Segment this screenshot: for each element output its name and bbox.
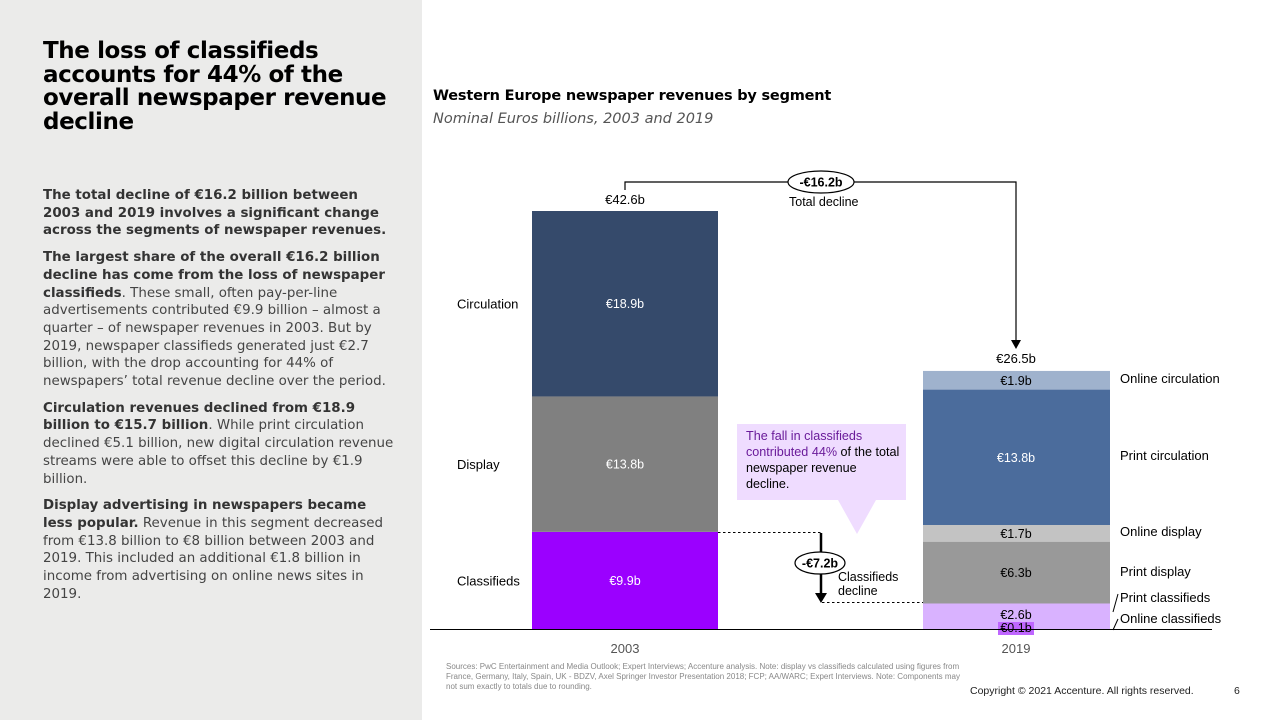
classifieds-decline-label-line: Classifieds [838, 570, 898, 584]
callout-box [737, 424, 906, 534]
paragraph-text: Revenue in this segment decreased from €… [43, 515, 384, 602]
callout-text: The fall in classifieds contributed 44% … [746, 428, 901, 492]
bar-2003-circulation [532, 211, 718, 397]
segment-label-online-display: Online display [1120, 524, 1202, 539]
value-label-2003-circulation: €18.9b [606, 297, 644, 311]
total-label-2003: €42.6b [605, 192, 645, 207]
leader-print-classifieds [1112, 593, 1119, 613]
value-label-2019-print-circulation: €13.8b [997, 451, 1035, 465]
paragraph-lead: The total decline of €16.2 billion betwe… [43, 188, 387, 239]
chart-subtitle: Nominal Euros billions, 2003 and 2019 [433, 111, 714, 127]
page-title: The loss of classifieds accounts for 44%… [43, 38, 387, 135]
callout-prefix: The fall in classifieds contributed [746, 429, 863, 459]
value-label-2003-classifieds: €9.9b [609, 574, 640, 588]
chart-title: Western Europe newspaper revenues by seg… [433, 88, 832, 104]
value-label-2019-online-classifieds: €0.1b [1000, 621, 1031, 635]
total-label-2019: €26.5b [996, 351, 1036, 366]
paragraph-lead: Display advertising in newspapers became… [43, 498, 367, 531]
bar-2019-print-display [923, 541, 1110, 604]
body-paragraph: The total decline of €16.2 billion betwe… [43, 187, 395, 240]
value-label-2019-print-classifieds: €2.6b [1000, 608, 1031, 622]
segment-label-circulation: Circulation [457, 297, 518, 312]
bar-2003-classifieds [532, 531, 718, 629]
sources-note: Sources: PwC Entertainment and Media Out… [446, 662, 960, 691]
total-decline-label: Total decline [789, 195, 859, 209]
segment-label-display: Display [457, 457, 500, 472]
bar-2019-online-display [923, 524, 1110, 542]
segment-label-print-display: Print display [1120, 564, 1191, 579]
classifieds-decline-bubble [794, 551, 846, 575]
total-decline-bubble [787, 170, 855, 194]
bar-2019-print-circulation [923, 389, 1110, 525]
paragraph-text: . These small, often pay-per-line advert… [43, 285, 386, 390]
segment-label-print-circulation: Print circulation [1120, 448, 1209, 463]
value-label-2019-print-display: €6.3b [1000, 566, 1031, 580]
classifieds-decline-value: -€7.2b [802, 557, 838, 571]
bar-2019-online-circulation [923, 370, 1110, 390]
body-text: The total decline of €16.2 billion betwe… [43, 187, 395, 612]
leader-online-classifieds [1112, 618, 1119, 631]
value-label-2003-display: €13.8b [606, 458, 644, 472]
body-paragraph: Circulation revenues declined from €18.9… [43, 400, 395, 489]
callout-suffix: of the total newspaper revenue decline. [746, 445, 900, 491]
segment-label-online-circulation: Online circulation [1120, 371, 1220, 386]
value-label-2019-online-circulation: €1.9b [1000, 374, 1031, 388]
bar-2003-display [532, 396, 718, 532]
classifieds-decline-arrowhead [815, 593, 827, 603]
classifieds-decline-label-line: decline [838, 584, 878, 598]
paragraph-lead: Circulation revenues declined from €18.9… [43, 400, 356, 434]
classifieds-decline-label: Classifieds decline [838, 570, 898, 598]
total-decline-value: -€16.2b [799, 176, 842, 190]
total-decline-arrowhead [1011, 340, 1021, 349]
category-label-2019: 2019 [1002, 641, 1031, 656]
segment-label-online-classifieds: Online classifieds [1120, 611, 1222, 626]
callout-highlight: 44% [811, 445, 838, 459]
body-paragraph: The largest share of the overall €16.2 b… [43, 249, 395, 391]
bar-2019-online-classifieds [998, 622, 1034, 635]
copyright: Copyright © 2021 Accenture. All rights r… [970, 685, 1194, 697]
page-number: 6 [1234, 685, 1240, 697]
segment-label-classifieds: Classifieds [457, 573, 520, 588]
value-label-2019-online-display: €1.7b [1000, 527, 1031, 541]
segment-label-print-classifieds: Print classifieds [1120, 590, 1211, 605]
paragraph-text: . While print circulation declined €5.1 … [43, 418, 394, 487]
body-paragraph: Display advertising in newspapers became… [43, 497, 395, 603]
paragraph-lead: The largest share of the overall €16.2 b… [43, 250, 385, 301]
category-label-2003: 2003 [611, 641, 640, 656]
left-panel [0, 0, 422, 720]
